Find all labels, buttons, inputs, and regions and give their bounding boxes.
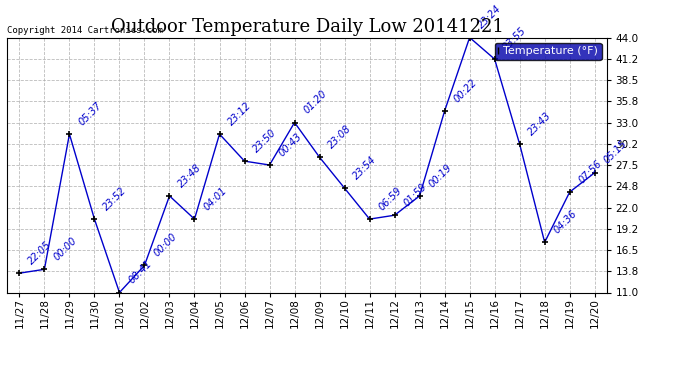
Text: 05:37: 05:37 (77, 100, 104, 127)
Title: Outdoor Temperature Daily Low 20141221: Outdoor Temperature Daily Low 20141221 (110, 18, 504, 36)
Text: 08:41: 08:41 (126, 258, 153, 285)
Text: 23:48: 23:48 (177, 162, 204, 189)
Text: 23:52: 23:52 (101, 185, 128, 212)
Text: 01:20: 01:20 (302, 88, 328, 116)
Text: 23:24: 23:24 (477, 3, 504, 30)
Text: 00:00: 00:00 (51, 236, 79, 262)
Text: 23:08: 23:08 (326, 123, 353, 150)
Text: 04:01: 04:01 (201, 185, 228, 212)
Text: 23:55: 23:55 (502, 25, 529, 52)
Text: 04:36: 04:36 (551, 208, 579, 236)
Text: 23:50: 23:50 (251, 127, 279, 154)
Text: 07:56: 07:56 (577, 158, 604, 185)
Text: 00:22: 00:22 (451, 77, 479, 104)
Text: 23:12: 23:12 (226, 100, 253, 127)
Text: 23:54: 23:54 (351, 154, 379, 181)
Text: 22:05: 22:05 (26, 239, 53, 266)
Text: 00:00: 00:00 (151, 231, 179, 258)
Text: 01:59: 01:59 (402, 181, 428, 208)
Text: Copyright 2014 Cartronics.com: Copyright 2014 Cartronics.com (7, 26, 163, 35)
Text: 00:43: 00:43 (277, 131, 304, 158)
Text: 23:43: 23:43 (526, 110, 553, 137)
Text: 05:15: 05:15 (602, 139, 629, 166)
Text: 06:59: 06:59 (377, 185, 404, 212)
Legend: Temperature (°F): Temperature (°F) (495, 43, 602, 60)
Text: 00:19: 00:19 (426, 162, 453, 189)
